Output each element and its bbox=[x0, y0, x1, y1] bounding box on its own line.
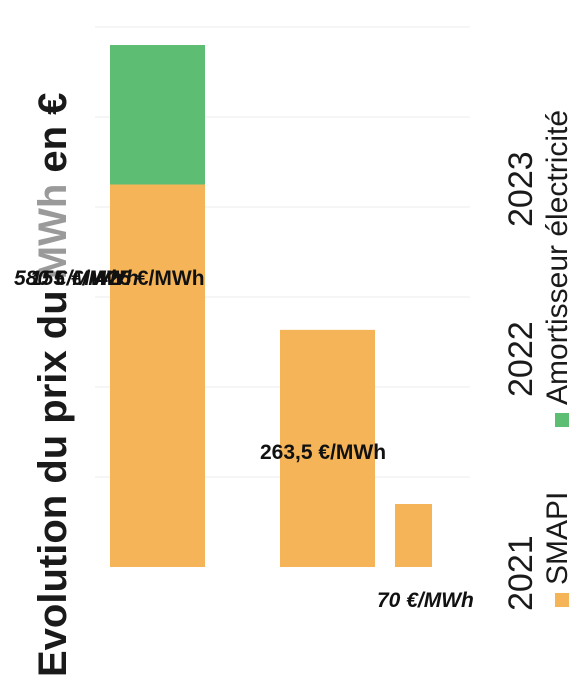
bar-smapi-2021 bbox=[395, 504, 432, 567]
chart-title: Evolution du prix du MWh en € bbox=[31, 93, 75, 677]
legend-swatch-amortisseur bbox=[555, 413, 569, 427]
bars bbox=[110, 45, 432, 567]
category-ticks: 2021 2022 2023 bbox=[502, 151, 540, 611]
bar-amortisseur-2023 bbox=[110, 45, 205, 185]
category-tick-2022: 2022 bbox=[502, 321, 540, 397]
data-label-amortisseur-2023: 155 €/MWh bbox=[30, 267, 139, 290]
data-label-total-2023: 580 €/MWh bbox=[14, 267, 123, 290]
legend-swatch-smapi bbox=[555, 593, 569, 607]
data-label-smapi-2023: 425 €/MWh bbox=[96, 267, 205, 290]
chart-title-part-1: Evolution du prix du bbox=[31, 279, 75, 677]
legend-label-amortisseur: Amortisseur électricité bbox=[541, 110, 572, 405]
category-tick-2021: 2021 bbox=[502, 535, 540, 611]
bar-smapi-2022 bbox=[280, 329, 375, 567]
chart-title-part-2: MWh bbox=[31, 184, 75, 280]
bar-smapi-2023 bbox=[110, 184, 205, 567]
data-label-smapi-2022: 263,5 €/MWh bbox=[260, 441, 386, 464]
category-tick-2023: 2023 bbox=[502, 151, 540, 227]
legend-label-smapi: SMAPI bbox=[541, 492, 572, 585]
chart-title-part-3: en € bbox=[31, 93, 75, 184]
data-label-smapi-2021: 70 €/MWh bbox=[377, 589, 474, 612]
legend: SMAPI Amortisseur électricité bbox=[541, 110, 572, 607]
